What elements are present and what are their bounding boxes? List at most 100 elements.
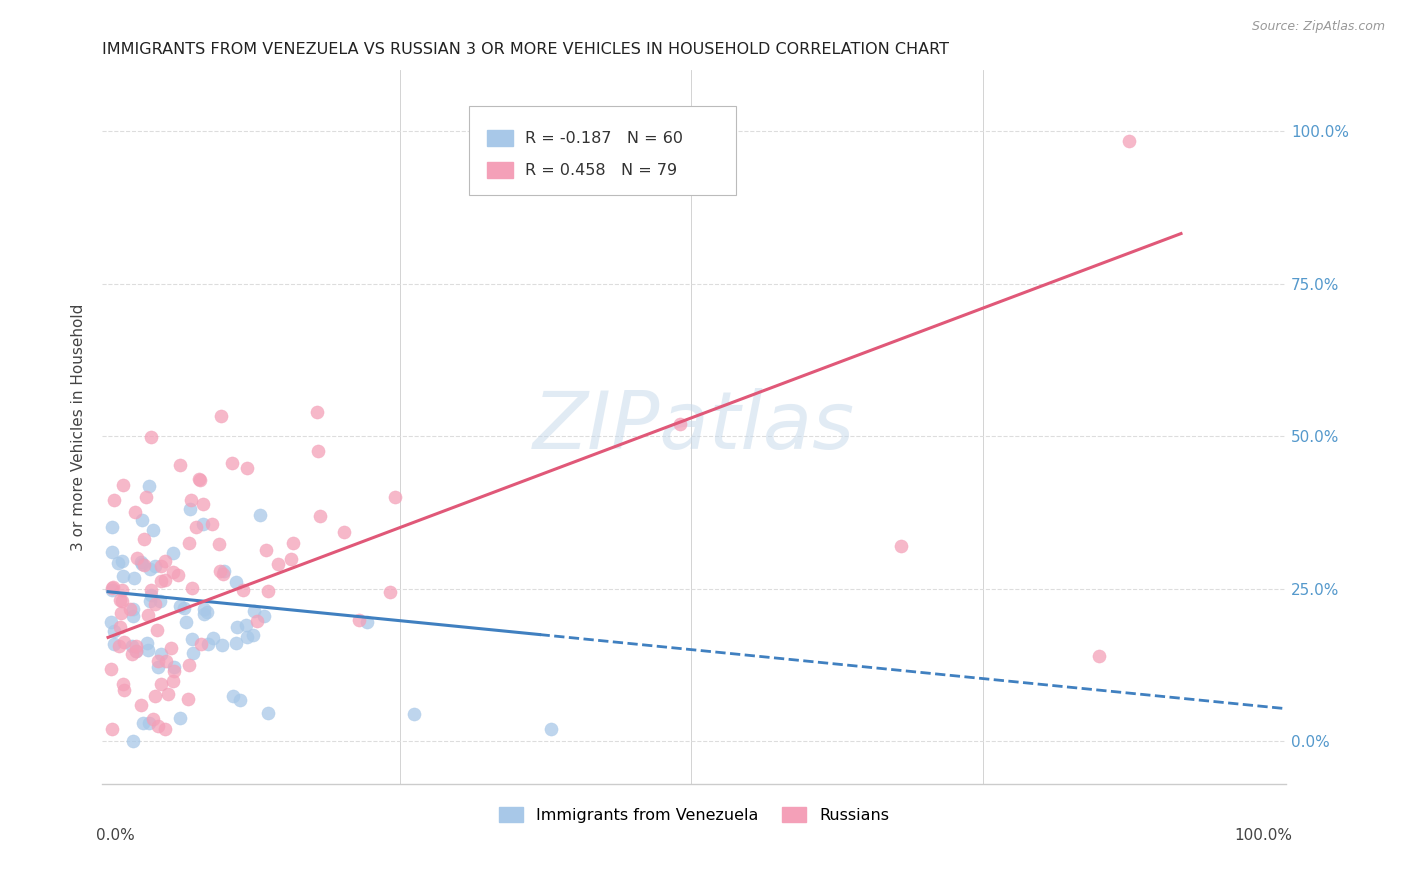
- Point: [131, 513, 153, 527]
- Point: [404, 706, 426, 721]
- Point: [103, 493, 125, 508]
- Point: [142, 712, 165, 726]
- Point: [156, 687, 179, 701]
- Point: [225, 620, 247, 634]
- Point: [110, 607, 132, 621]
- Point: [162, 674, 184, 689]
- Text: R = 0.458   N = 79: R = 0.458 N = 79: [524, 162, 676, 178]
- Point: [890, 539, 912, 553]
- FancyBboxPatch shape: [470, 106, 735, 195]
- Point: [180, 632, 202, 647]
- Point: [197, 637, 219, 651]
- Point: [108, 620, 131, 634]
- Point: [110, 592, 132, 607]
- Point: [122, 601, 145, 615]
- Point: [155, 654, 177, 668]
- Point: [146, 660, 169, 674]
- Point: [150, 677, 173, 691]
- Point: [167, 567, 190, 582]
- Point: [146, 623, 169, 637]
- Point: [107, 556, 129, 570]
- Point: [132, 558, 155, 572]
- Point: [169, 458, 191, 472]
- Point: [229, 693, 252, 707]
- Point: [1118, 134, 1140, 148]
- Point: [124, 644, 146, 658]
- Point: [103, 580, 125, 594]
- Point: [193, 607, 215, 621]
- Point: [181, 646, 204, 660]
- Point: [246, 614, 269, 628]
- Point: [112, 683, 135, 698]
- Text: R = -0.187   N = 60: R = -0.187 N = 60: [524, 131, 683, 145]
- Point: [252, 609, 274, 624]
- Point: [125, 551, 148, 566]
- Point: [142, 523, 165, 537]
- Point: [190, 637, 212, 651]
- Point: [153, 722, 176, 736]
- Point: [111, 594, 134, 608]
- Point: [211, 638, 233, 652]
- Point: [193, 602, 215, 616]
- Point: [112, 569, 135, 583]
- Point: [188, 473, 211, 487]
- Point: [162, 664, 184, 678]
- Point: [209, 409, 232, 423]
- Point: [174, 615, 197, 629]
- Point: [139, 582, 162, 597]
- Point: [186, 520, 208, 534]
- Point: [236, 461, 259, 475]
- Point: [163, 660, 186, 674]
- Point: [135, 491, 157, 505]
- Point: [143, 597, 166, 611]
- Point: [202, 632, 225, 646]
- Point: [249, 508, 271, 523]
- Point: [143, 558, 166, 573]
- Point: [134, 532, 156, 546]
- Point: [100, 662, 122, 676]
- Point: [254, 542, 277, 557]
- Point: [149, 594, 172, 608]
- Point: [101, 581, 124, 595]
- Text: 0.0%: 0.0%: [96, 828, 135, 843]
- Point: [181, 581, 204, 595]
- Point: [176, 692, 198, 706]
- Point: [138, 479, 160, 493]
- Point: [384, 490, 406, 504]
- Point: [256, 583, 278, 598]
- Point: [162, 565, 184, 579]
- Point: [139, 588, 162, 602]
- Point: [131, 557, 153, 571]
- Point: [193, 516, 215, 531]
- Point: [146, 654, 169, 668]
- Point: [125, 644, 148, 658]
- Point: [153, 573, 176, 587]
- Point: [136, 608, 159, 623]
- Point: [195, 605, 218, 619]
- Point: [180, 493, 202, 508]
- Bar: [486, 130, 513, 146]
- Point: [267, 557, 290, 571]
- Point: [131, 555, 153, 569]
- Point: [111, 554, 134, 568]
- Point: [169, 599, 191, 613]
- Point: [208, 564, 231, 578]
- Point: [242, 628, 264, 642]
- Point: [236, 630, 259, 644]
- Point: [281, 535, 304, 549]
- Point: [378, 585, 401, 599]
- Point: [124, 505, 146, 519]
- Point: [212, 566, 235, 581]
- Point: [256, 706, 278, 720]
- Point: [232, 583, 254, 598]
- Point: [173, 601, 195, 615]
- Point: [179, 657, 201, 672]
- Point: [138, 562, 160, 576]
- Point: [100, 583, 122, 598]
- Point: [148, 719, 170, 733]
- Point: [187, 472, 209, 486]
- Point: [349, 613, 371, 627]
- Point: [540, 722, 562, 736]
- Point: [141, 430, 163, 444]
- Point: [139, 594, 162, 608]
